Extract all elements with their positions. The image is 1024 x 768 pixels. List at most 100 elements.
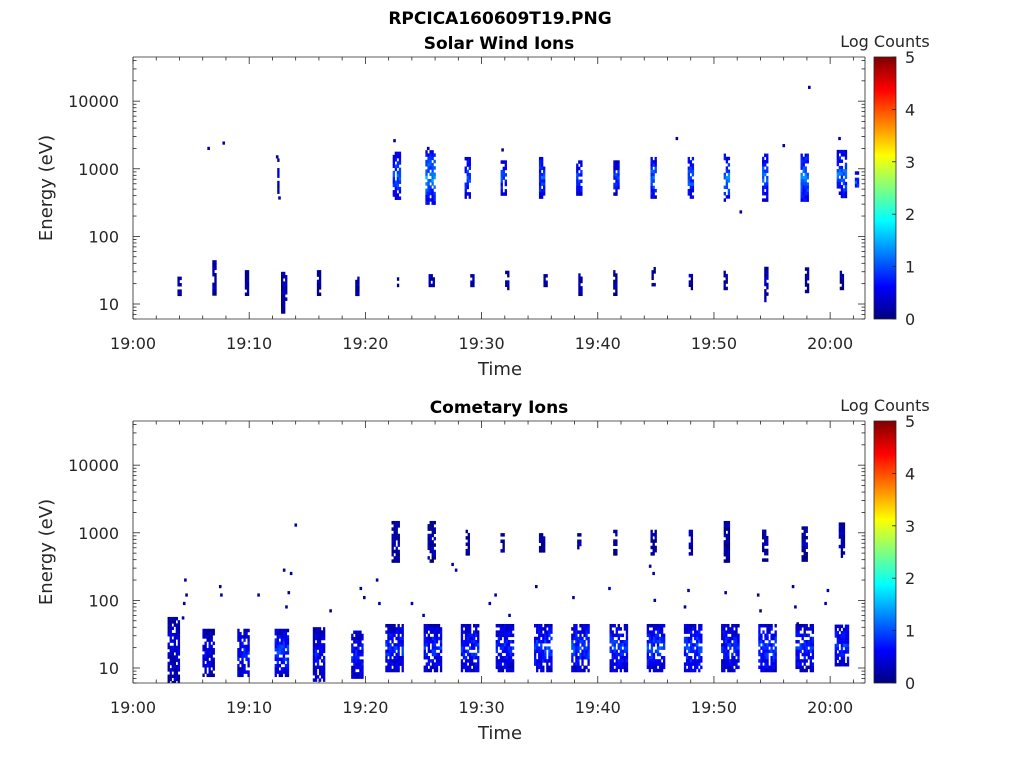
heatmap-cluster (316, 270, 322, 297)
heatmap-cell (355, 630, 358, 635)
heatmap-cell (762, 646, 765, 650)
heatmap-cell (809, 627, 812, 631)
heatmap-cell (762, 535, 765, 540)
heatmap-cell (286, 641, 290, 646)
heatmap-cell (281, 271, 284, 276)
heatmap-cell (391, 659, 394, 663)
heatmap-cell (764, 633, 767, 638)
heatmap-cell (725, 182, 729, 186)
heatmap-cell (277, 171, 280, 175)
heatmap-cell (766, 539, 769, 543)
heatmap-cell (431, 182, 434, 186)
heatmap-cell (543, 182, 546, 187)
heatmap-cell (764, 532, 767, 537)
heatmap-cell (727, 623, 730, 628)
heatmap-cell (540, 549, 544, 553)
heatmap-cell (357, 643, 360, 647)
heatmap-cell (804, 175, 807, 180)
heatmap-cell (470, 668, 474, 673)
heatmap-cell (613, 169, 616, 174)
heatmap-cell (282, 635, 286, 639)
heatmap-cell (202, 660, 205, 665)
heatmap-cell (171, 658, 174, 663)
heatmap-cell (395, 533, 398, 538)
heatmap-cell (318, 627, 322, 631)
heatmap-cell (648, 655, 652, 660)
heatmap-cell (385, 639, 388, 644)
heatmap-cell (735, 636, 738, 641)
heatmap-cell (760, 659, 763, 663)
heatmap-cell (733, 649, 736, 654)
heatmap-cell (394, 151, 398, 156)
heatmap-cell (700, 623, 703, 628)
heatmap-cell (546, 630, 549, 634)
heatmap-cell (700, 646, 703, 650)
heatmap-cell (433, 643, 437, 647)
heatmap-cell (840, 159, 844, 163)
heatmap-cell (316, 282, 320, 287)
heatmap-cell (427, 536, 430, 541)
heatmap-cell (546, 623, 549, 628)
heatmap-cell (466, 156, 469, 161)
heatmap-cell (721, 643, 724, 647)
heatmap-cell (503, 623, 507, 628)
heatmap-cell (768, 630, 771, 634)
heatmap-cell (427, 524, 430, 528)
heatmap-cell (538, 156, 542, 161)
heatmap-cell (212, 647, 215, 652)
heatmap-cell (427, 627, 431, 631)
heatmap-cell (429, 156, 432, 161)
heatmap-cell (401, 665, 404, 670)
heatmap-cell (435, 630, 439, 634)
heatmap-cell (281, 310, 284, 314)
heatmap-cell (536, 665, 539, 670)
heatmap-cell (429, 649, 433, 654)
heatmap-cell (245, 628, 248, 633)
heatmap-cell (437, 646, 441, 650)
heatmap-cell (534, 662, 537, 666)
heatmap-cell (687, 646, 691, 650)
heatmap-cell (650, 188, 653, 193)
heatmap-cell (689, 646, 693, 650)
heatmap-cell (505, 623, 509, 628)
heatmap-cell (762, 188, 765, 193)
heatmap-cell (431, 665, 435, 670)
heatmap-cell (355, 675, 358, 679)
heatmap-cell (687, 659, 691, 663)
heatmap-cell (581, 652, 584, 657)
heatmap-cell (613, 655, 616, 660)
heatmap-cell (427, 543, 430, 547)
heatmap-cell (167, 626, 170, 631)
heatmap-cell (499, 665, 503, 670)
heatmap-cell (580, 279, 583, 284)
heatmap-cell (428, 283, 431, 288)
heatmap-cell (286, 644, 290, 649)
heatmap-cell (276, 670, 279, 674)
heatmap-cell (731, 623, 734, 628)
heatmap-cell (836, 153, 840, 157)
heatmap-cell (396, 183, 400, 188)
heatmap-cell (799, 649, 802, 654)
heatmap-cell (580, 289, 583, 293)
heatmap-cell (578, 273, 581, 277)
heatmap-cell (838, 662, 842, 667)
heatmap-cell (475, 639, 478, 644)
heatmap-cell (683, 665, 687, 670)
heatmap-cluster (758, 623, 777, 673)
heatmap-cell (538, 185, 542, 190)
heatmap-cell (576, 169, 579, 174)
heatmap-cell (460, 649, 464, 654)
heatmap-cell (393, 524, 396, 528)
heatmap-cell (504, 173, 507, 177)
heatmap-cell (538, 545, 542, 550)
heatmap-cell (651, 282, 654, 287)
heatmap-cell (723, 655, 726, 660)
heatmap-cell (613, 529, 616, 534)
heatmap-cell (803, 646, 806, 650)
heatmap-cell (353, 649, 356, 654)
heatmap-cell (208, 635, 211, 639)
heatmap-cell (803, 558, 806, 562)
heatmap-cell (571, 668, 574, 673)
heatmap-cell (429, 527, 432, 531)
heatmap-cell (427, 527, 430, 531)
